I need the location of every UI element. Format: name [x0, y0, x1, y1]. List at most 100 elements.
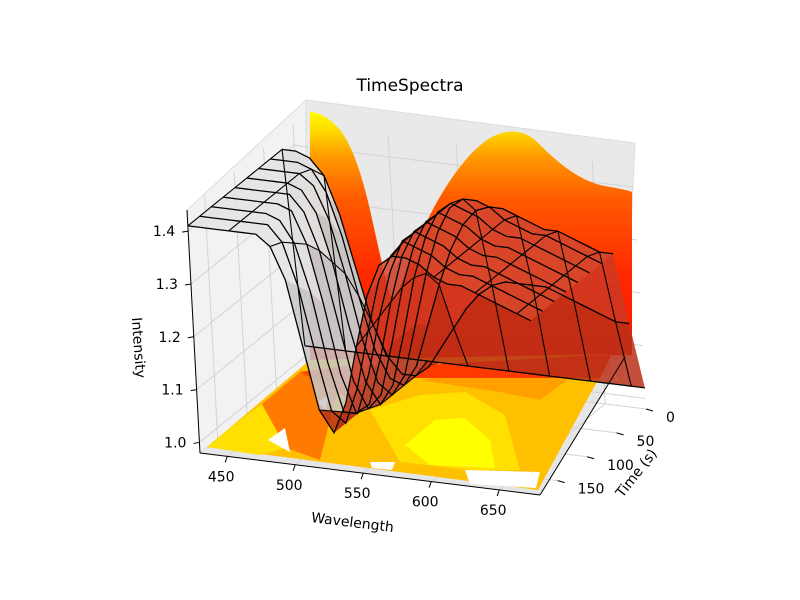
surface-patch [301, 185, 329, 220]
surface-patch [285, 279, 315, 352]
surface-patch [260, 170, 286, 182]
surface-patch [267, 220, 295, 244]
floor-white-gap [465, 470, 540, 488]
z-tick [184, 283, 192, 286]
y-axis-label: Time (s) [612, 446, 660, 502]
surface-patch [520, 233, 546, 246]
surface-patch [341, 236, 373, 324]
surface-patch [404, 324, 428, 376]
surface-patch [453, 308, 482, 368]
surface-patch [277, 194, 304, 212]
surface-patch [431, 245, 458, 268]
floor-white-gap4 [370, 462, 395, 470]
surface-patch [297, 158, 325, 176]
surface-patch [248, 179, 274, 191]
surface-patch [466, 294, 496, 370]
surface-patch [482, 245, 509, 258]
surface-patch [490, 207, 517, 220]
surface-patch [367, 255, 391, 296]
spectrum-line [246, 177, 590, 406]
surface-patch [199, 206, 226, 218]
z-tick-label: 1.3 [156, 277, 178, 293]
surface-patch [215, 219, 241, 231]
x-tick [360, 473, 364, 480]
z-axis-line [186, 209, 201, 454]
surface-patch [518, 222, 545, 234]
surface-patch [250, 190, 276, 203]
z-axis-label: Intensity [128, 317, 148, 379]
surface-patch [334, 387, 358, 433]
surface-patch [380, 287, 403, 359]
surface-patch [471, 255, 497, 267]
surface-patch [283, 151, 310, 163]
surface-patch [415, 273, 440, 326]
spectrum-line [199, 215, 543, 425]
surface-patch [546, 286, 577, 380]
floor-band-left [207, 404, 286, 455]
surface-patch [478, 285, 509, 372]
surface-patch [302, 344, 332, 412]
surface-patch [369, 343, 392, 405]
x-tick [496, 489, 500, 497]
time-line [355, 272, 469, 367]
surface-patch [285, 162, 312, 174]
spectrum-line [211, 206, 555, 415]
time-line [391, 198, 510, 372]
surface-patch [262, 181, 288, 193]
surface-patch [506, 226, 533, 239]
time-line [319, 360, 428, 414]
surface-patch [275, 183, 302, 195]
z-tick-label: 1.4 [153, 224, 175, 240]
spectrum-line [187, 225, 531, 435]
surface-patch [587, 307, 618, 385]
spectrum-line [304, 345, 645, 389]
surface-patch [297, 286, 328, 363]
surface-patch [615, 321, 645, 388]
surface-patch [478, 207, 505, 230]
surface-patch [279, 210, 307, 245]
y-tick-label: 50 [637, 434, 655, 450]
surface-patch [427, 284, 454, 348]
surface-patch [270, 242, 298, 287]
surface-patch [454, 226, 481, 249]
chart-title: TimeSpectra [355, 76, 463, 96]
surface-patch [303, 211, 333, 263]
surface-patch [273, 171, 300, 184]
time-line [474, 230, 592, 382]
axes [186, 209, 626, 496]
surface-patch [419, 255, 446, 278]
surface-patch [201, 217, 227, 230]
y-tick [616, 432, 624, 436]
z-tick-label: 1.1 [161, 383, 183, 399]
z-tick [187, 336, 194, 339]
surface-patch [323, 304, 354, 381]
surface-patch [316, 212, 346, 274]
x-tick [428, 481, 432, 488]
surface-patch [601, 314, 632, 387]
intensity-surface [187, 148, 645, 435]
y-axis-line [539, 356, 626, 496]
time-line [228, 168, 347, 351]
time-line [187, 148, 306, 346]
time-line [433, 214, 551, 377]
surface-patch [390, 246, 414, 302]
y-tick-label: 100 [607, 458, 634, 474]
surface-patch [240, 211, 266, 224]
x-tick-label: 650 [480, 503, 507, 519]
surface-patch [187, 216, 214, 228]
x-tick [292, 464, 296, 471]
floor-white-gap2 [268, 428, 290, 452]
y-tick [586, 456, 595, 460]
surface-patch [357, 316, 380, 388]
surface-patch [367, 270, 391, 332]
surface-patch [559, 238, 586, 250]
surface-patch [258, 158, 284, 171]
surface-patch [289, 190, 317, 213]
surface-patch [294, 243, 324, 305]
x-tick-label: 450 [208, 469, 235, 485]
surface-patch [234, 178, 261, 190]
surface-patch [403, 273, 427, 334]
spectrum-line [258, 167, 602, 396]
